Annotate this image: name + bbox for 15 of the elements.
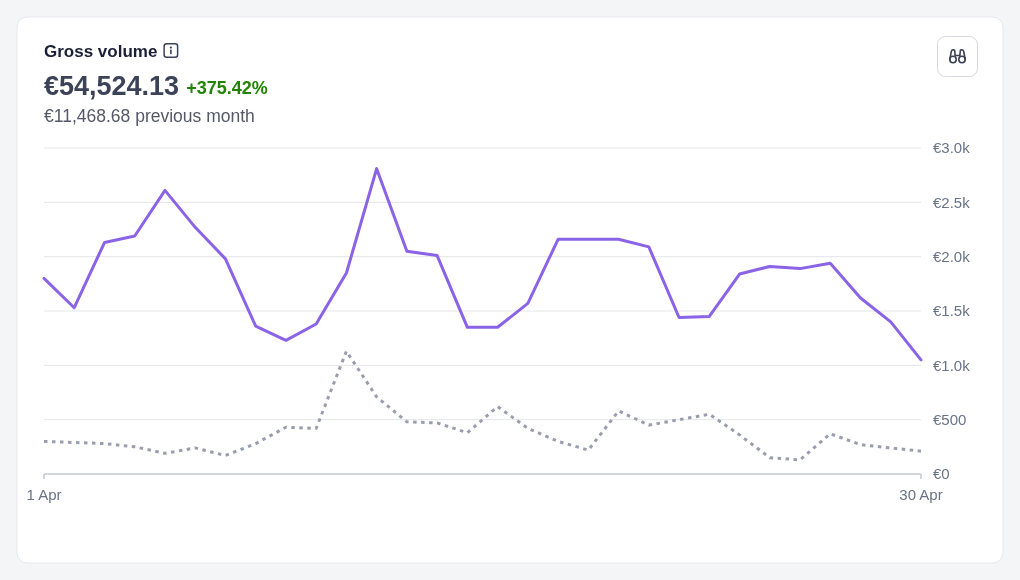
chart-title: Gross volume	[44, 42, 158, 61]
text: €54,524.13	[44, 71, 180, 101]
text: €11,468.68 previous month	[44, 106, 255, 126]
y-tick-label: €0	[933, 465, 950, 483]
y-tick-label: €3.0k	[933, 139, 971, 157]
x-tick-label: 1 Apr	[26, 486, 62, 503]
text: +375.42%	[186, 78, 268, 98]
line-series	[42, 349, 923, 462]
y-tick-label: €2.5k	[933, 193, 971, 211]
x-tick-label: 30 Apr	[899, 486, 943, 503]
line-series	[42, 167, 923, 362]
y-tick-label: €1.5k	[933, 302, 971, 320]
y-tick-label: €1.0k	[933, 356, 971, 374]
y-tick-label: €500	[933, 410, 967, 428]
y-tick-label: €2.0k	[933, 247, 971, 265]
